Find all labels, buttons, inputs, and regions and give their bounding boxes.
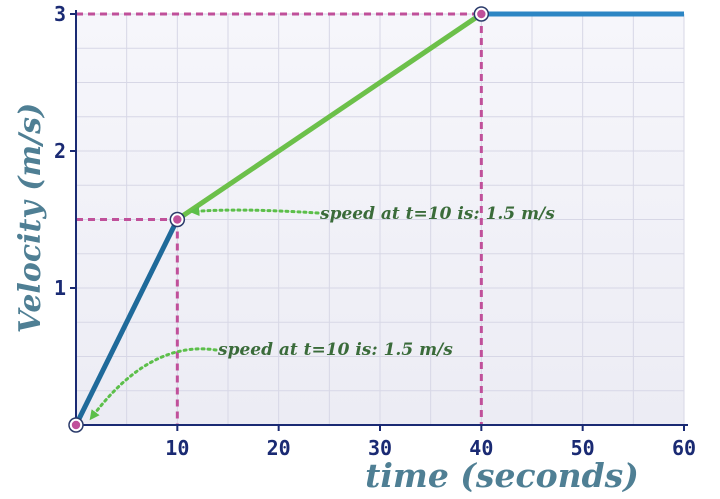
- series-line: [73, 218, 180, 427]
- guide-lines: [76, 12, 483, 425]
- annotation-arrow: [189, 206, 320, 217]
- y-tick-label: 1: [54, 276, 66, 300]
- highlight-point: [71, 420, 81, 430]
- x-tick-label: 30: [368, 436, 392, 460]
- highlight-points: [68, 6, 490, 433]
- series-line: [175, 11, 483, 222]
- annotation-text: speed at t=10 is: 1.5 m/s: [319, 204, 555, 224]
- highlight-point: [477, 9, 486, 19]
- series-lines: [73, 11, 684, 427]
- x-axis-title: time (seconds): [365, 456, 639, 495]
- y-axis-title: Velocity (m/s): [13, 103, 48, 333]
- x-tick-label: 10: [165, 436, 189, 460]
- annotation-text: speed at t=10 is: 1.5 m/s: [217, 340, 453, 360]
- annotation-arrow: [89, 347, 218, 421]
- x-tick-label: 50: [571, 436, 595, 460]
- highlight-point: [173, 215, 182, 224]
- x-tick-label: 40: [469, 436, 493, 460]
- axes: 10 20 30 40 50 60 1 2 3: [54, 2, 696, 460]
- x-tick-label: 60: [672, 436, 696, 460]
- y-tick-label: 3: [54, 2, 66, 26]
- annotations: speed at t=10 is: 1.5 m/s speed at t=10 i…: [89, 204, 555, 421]
- x-tick-label: 20: [267, 436, 291, 460]
- y-tick-label: 2: [54, 139, 66, 163]
